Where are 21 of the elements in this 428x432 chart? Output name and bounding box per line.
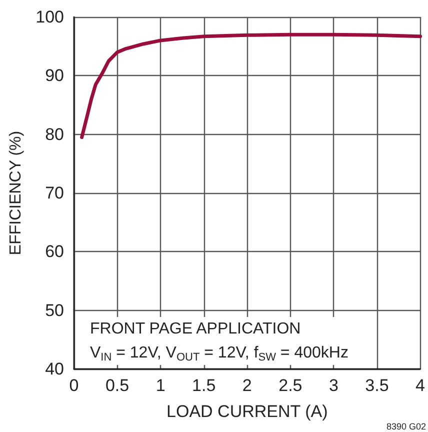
y-tick-label: 80 [45,124,64,144]
y-tick-label: 70 [45,184,64,202]
y-tick-label: 100 [36,8,64,26]
x-tick-label: 1.5 [192,376,216,395]
y-tick-label: 90 [45,66,64,86]
x-tick-label: 2.5 [278,376,302,395]
x-tick-label: 2 [242,376,252,395]
y-tick-label: 40 [45,360,64,378]
annotation: FRONT PAGE APPLICATION [90,320,301,338]
y-axis-title: EFFICIENCY (%) [8,130,24,256]
line-series [80,32,422,140]
x-axis-title: LOAD CURRENT (A) [166,402,328,421]
x-tick-label: 0 [69,376,79,395]
y-tick-label: 50 [45,300,64,320]
x-tick-label: 1 [156,376,166,395]
x-tick-label: 3 [328,376,338,395]
text: 8390 G02 [386,422,426,432]
y-tick-label: 60 [45,242,64,262]
x-tick-label: 4 [416,376,426,395]
x-tick-label: 3.5 [365,376,389,395]
x-tick-label: 0.5 [105,376,130,395]
